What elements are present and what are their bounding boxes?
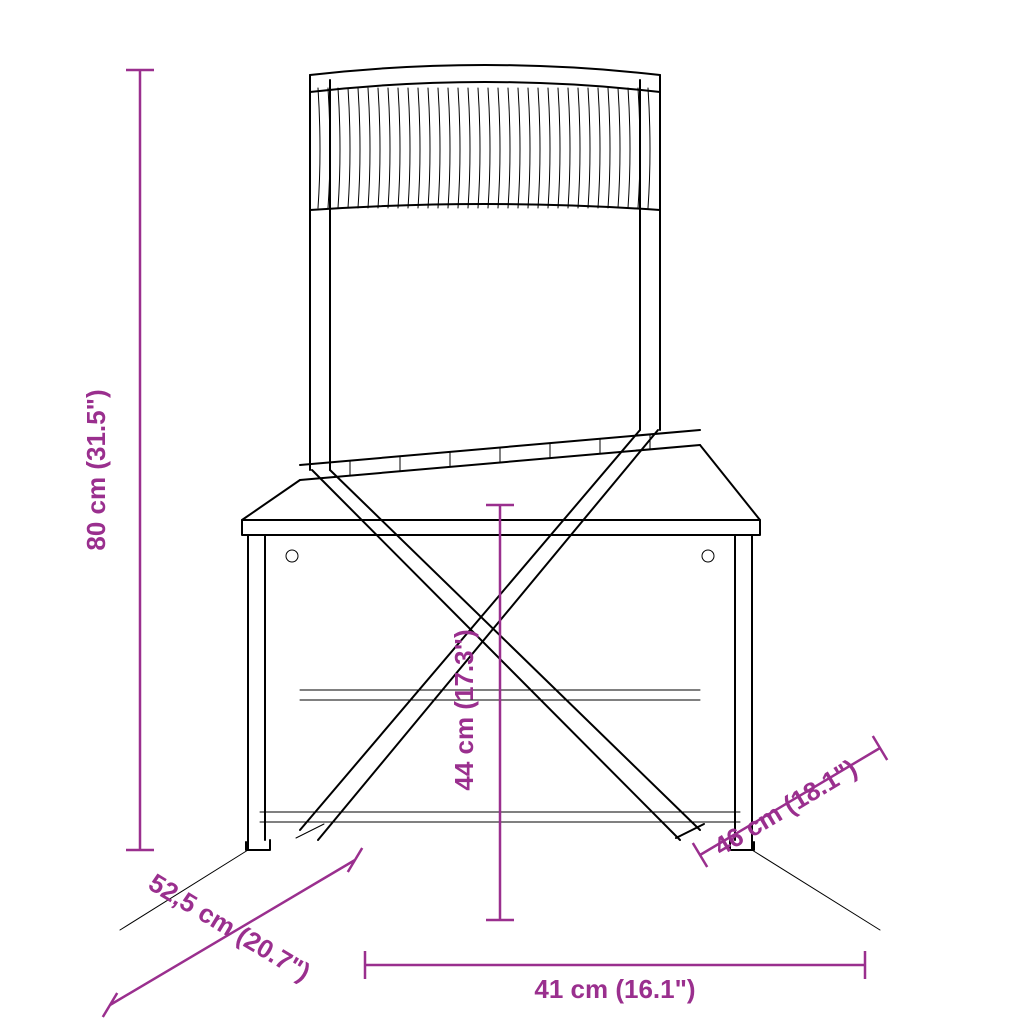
dim-total-height: 80 cm (31.5"): [81, 389, 111, 550]
dim-width: 41 cm (16.1"): [534, 974, 695, 1004]
dim-seat-height: 44 cm (17.3"): [449, 629, 479, 790]
dim-depth-rear: 46 cm (18.1"): [709, 753, 863, 862]
